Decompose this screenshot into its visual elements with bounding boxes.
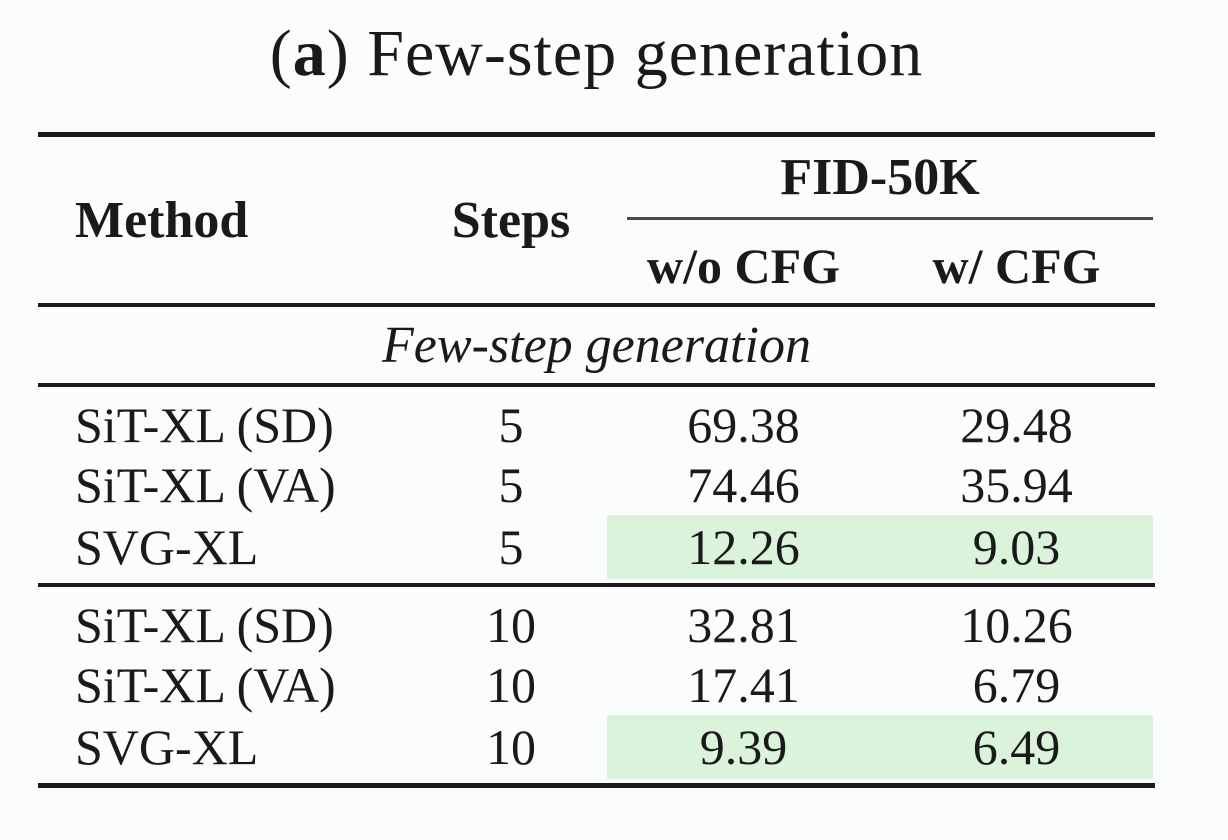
caption-paren-close: ) [326, 17, 350, 90]
table-row-highlighted: SVG-XL 10 9.39 6.49 [38, 715, 1155, 779]
results-table: Method Steps FID-50K w/o CFG w/ CFG Few-… [38, 132, 1155, 788]
fid-wo-cfg-cell: 32.81 [687, 597, 800, 653]
steps-cell: 5 [498, 519, 524, 575]
fid-w-cfg-cell: 29.48 [960, 397, 1073, 453]
steps-cell: 10 [486, 719, 536, 775]
method-cell: SVG-XL [75, 719, 259, 775]
fid-wo-cfg-cell-highlighted: 12.26 [607, 515, 880, 579]
caption-paren-open: ( [269, 17, 293, 90]
section-label: Few-step generation [382, 316, 811, 374]
method-cell: SiT-XL (VA) [75, 657, 336, 713]
header-without-cfg: w/o CFG [646, 237, 841, 294]
bottom-rule [38, 783, 1155, 788]
header-method: Method [75, 191, 249, 249]
fid-w-cfg-cell-highlighted: 6.49 [880, 715, 1153, 779]
caption-text: Few-step generation [349, 17, 924, 90]
steps-cell: 10 [486, 597, 536, 653]
fid-wo-cfg-cell-highlighted: 9.39 [607, 715, 880, 779]
section-bottom-rule [38, 383, 1155, 387]
header-steps: Steps [451, 191, 571, 249]
top-rule [38, 132, 1155, 137]
fid-wo-cfg-cell: 74.46 [687, 457, 800, 513]
method-cell: SVG-XL [75, 519, 259, 575]
fid-w-cfg-cell-highlighted: 9.03 [880, 515, 1153, 579]
group-divider-rule [38, 583, 1155, 587]
fid-wo-cfg-cell: 17.41 [687, 657, 800, 713]
table-row: SiT-XL (SD) 5 69.38 29.48 [38, 395, 1155, 455]
method-cell: SiT-XL (SD) [75, 597, 334, 653]
group-10-steps: SiT-XL (SD) 10 32.81 10.26 SiT-XL (VA) 1… [38, 587, 1155, 783]
fid-w-cfg-cell: 6.79 [972, 657, 1061, 713]
method-cell: SiT-XL (SD) [75, 397, 334, 453]
table-row: SiT-XL (VA) 5 74.46 35.94 [38, 455, 1155, 515]
method-cell: SiT-XL (VA) [75, 457, 336, 513]
table-header: Method Steps FID-50K w/o CFG w/ CFG [38, 137, 1155, 303]
header-with-cfg: w/ CFG [932, 237, 1101, 294]
header-bottom-rule [38, 303, 1155, 307]
fid-w-cfg-cell: 35.94 [960, 457, 1073, 513]
fid-cmidrule [627, 217, 1153, 220]
steps-cell: 10 [486, 657, 536, 713]
steps-cell: 5 [498, 457, 524, 513]
group-5-steps: SiT-XL (SD) 5 69.38 29.48 SiT-XL (VA) 5 … [38, 387, 1155, 583]
fid-subheaders: w/o CFG w/ CFG [607, 220, 1153, 303]
header-fid-group: FID-50K w/o CFG w/ CFG [607, 137, 1153, 303]
caption-index: a [292, 17, 327, 90]
table-row: SiT-XL (SD) 10 32.81 10.26 [38, 595, 1155, 655]
fid-w-cfg-cell: 10.26 [960, 597, 1073, 653]
header-fid-50k: FID-50K [780, 148, 980, 206]
steps-cell: 5 [498, 397, 524, 453]
table-caption: (a) Few-step generation [38, 16, 1155, 92]
table-row: SiT-XL (VA) 10 17.41 6.79 [38, 655, 1155, 715]
fid-wo-cfg-cell: 69.38 [687, 397, 800, 453]
table-row-highlighted: SVG-XL 5 12.26 9.03 [38, 515, 1155, 579]
